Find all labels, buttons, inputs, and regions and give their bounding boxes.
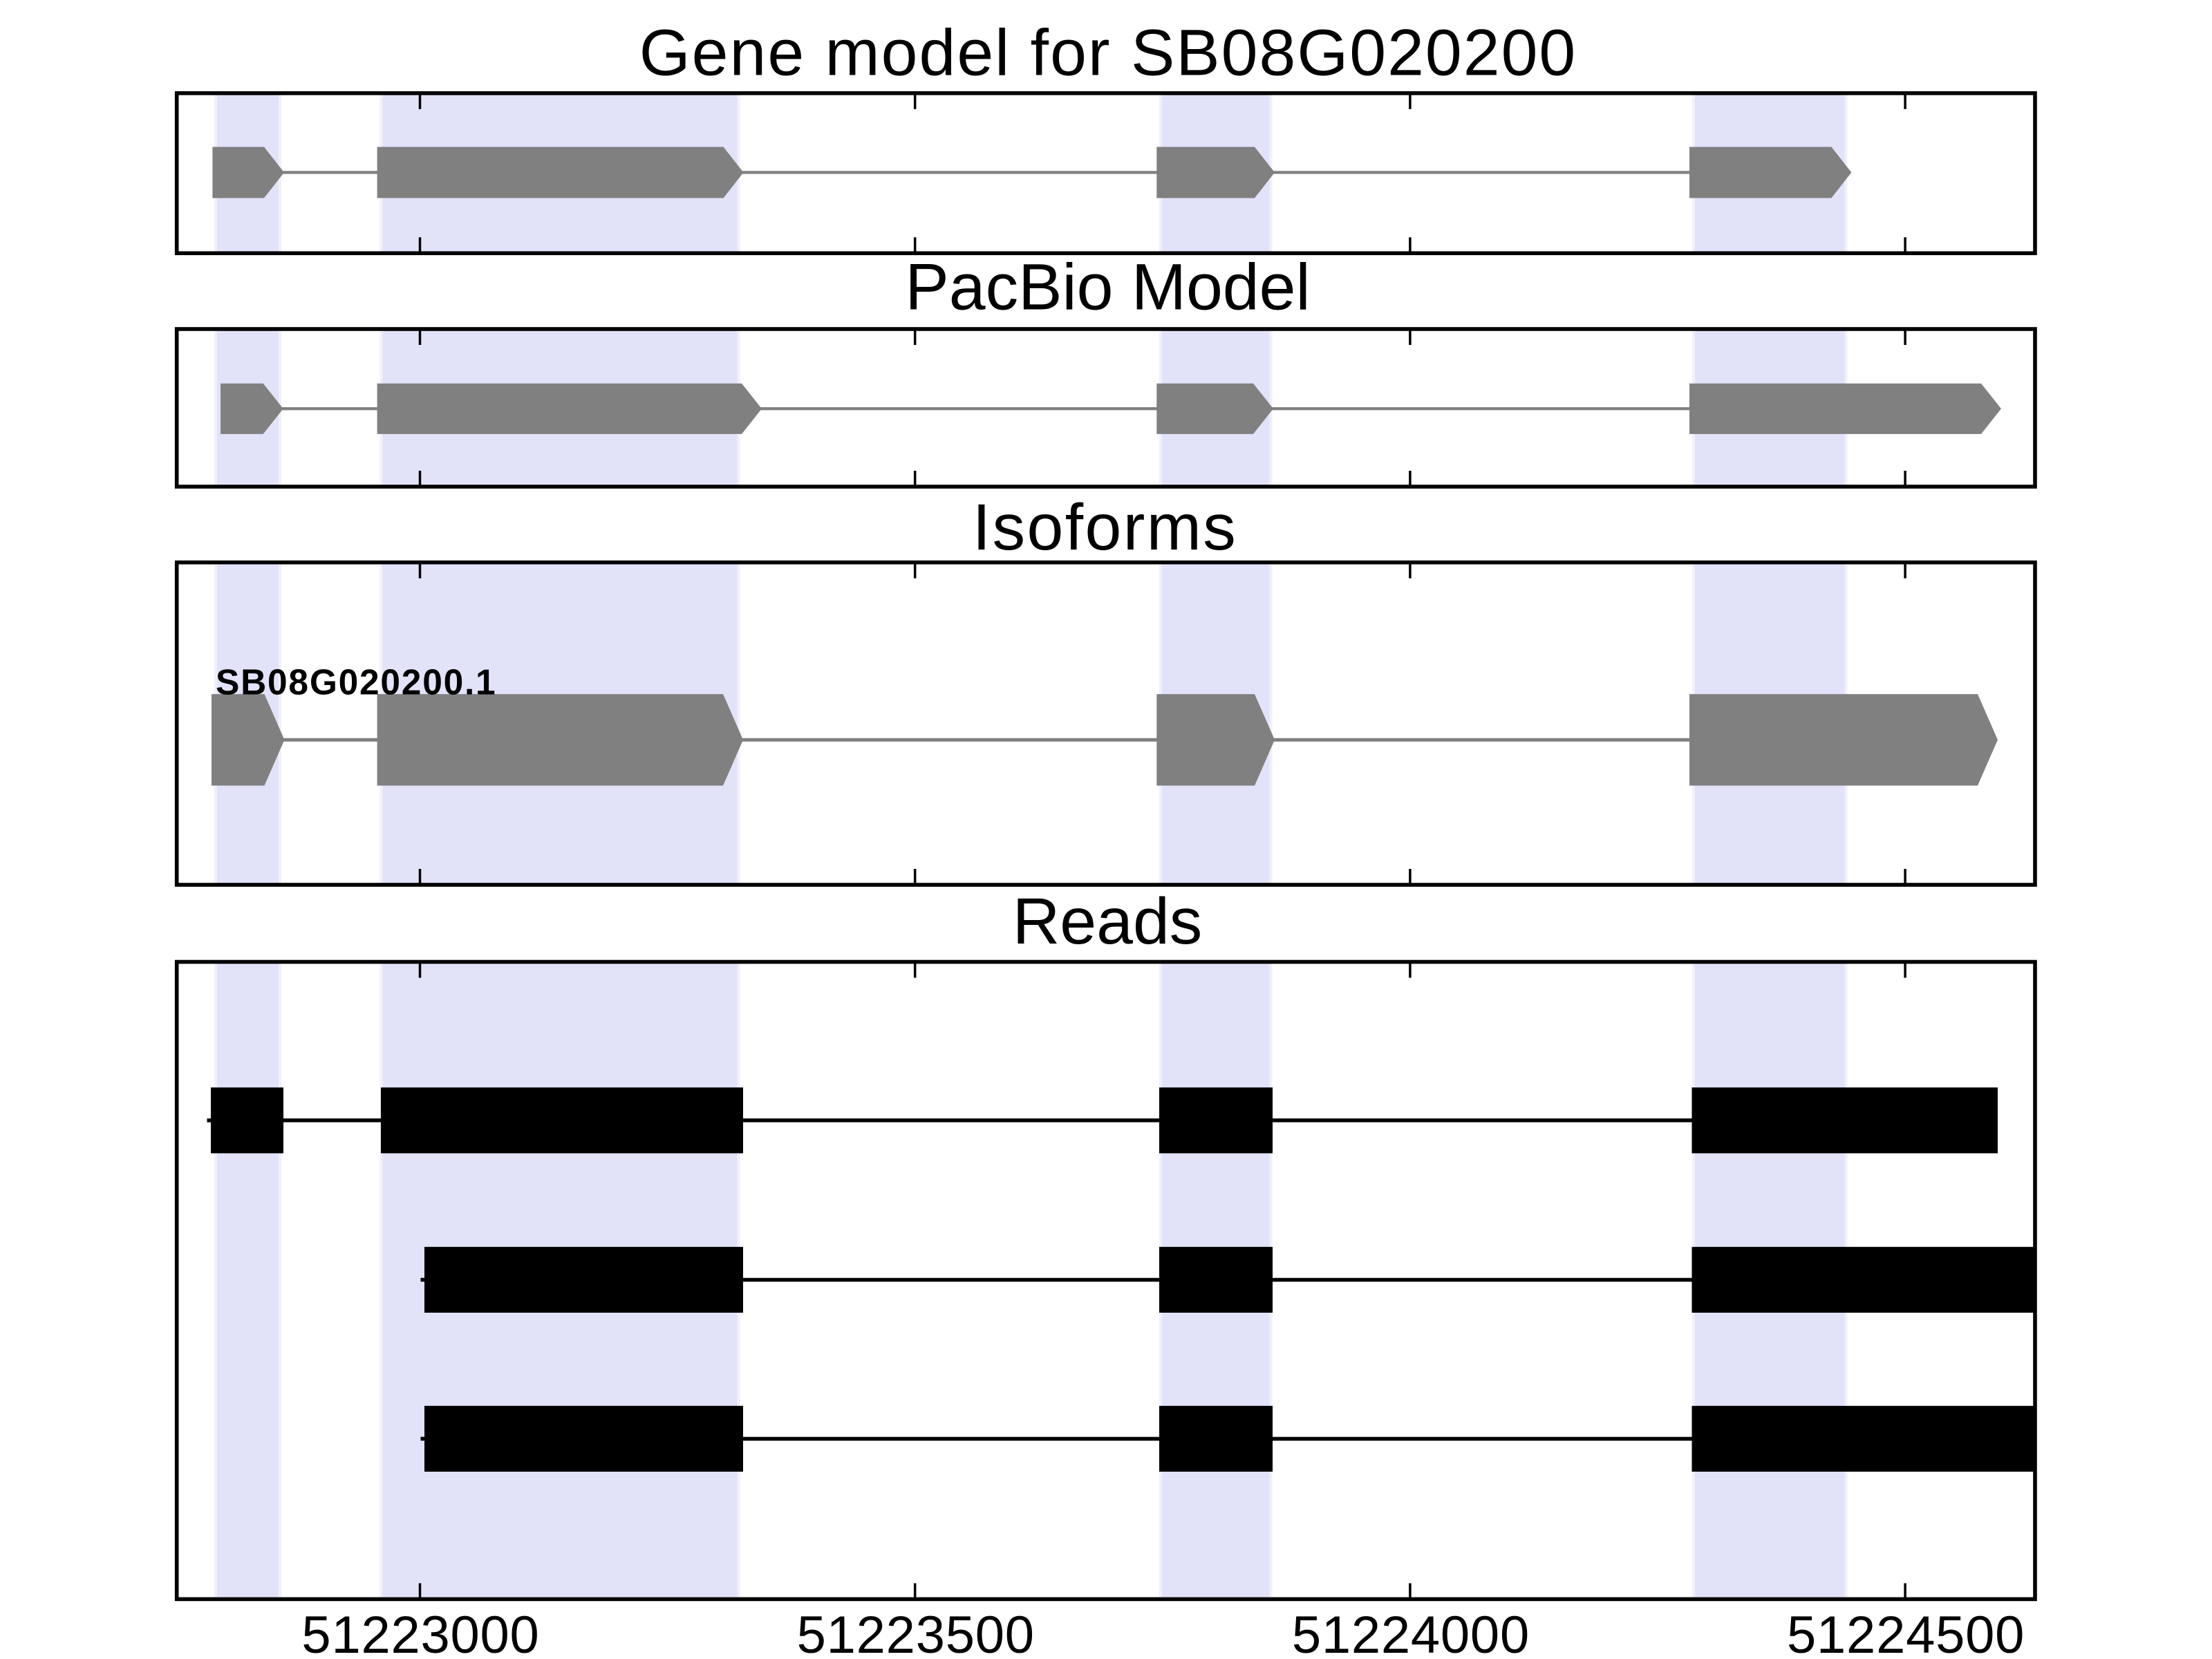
svg-text:Isoforms: Isoforms: [973, 491, 1237, 564]
svg-text:51223500: 51223500: [797, 1606, 1035, 1659]
svg-text:Gene model for SB08G020200: Gene model for SB08G020200: [639, 17, 1577, 90]
svg-text:PacBio Model: PacBio Model: [905, 251, 1310, 324]
svg-text:Reads: Reads: [1013, 885, 1203, 958]
svg-text:51223000: 51223000: [301, 1606, 539, 1659]
svg-text:51224000: 51224000: [1292, 1606, 1530, 1659]
svg-text:51224500: 51224500: [1787, 1606, 2025, 1659]
svg-text:SB08G020200.1: SB08G020200.1: [216, 662, 496, 702]
